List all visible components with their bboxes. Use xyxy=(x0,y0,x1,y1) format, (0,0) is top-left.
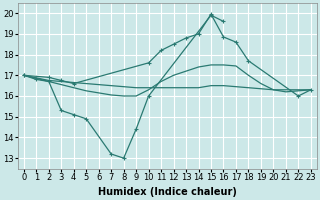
X-axis label: Humidex (Indice chaleur): Humidex (Indice chaleur) xyxy=(98,187,237,197)
